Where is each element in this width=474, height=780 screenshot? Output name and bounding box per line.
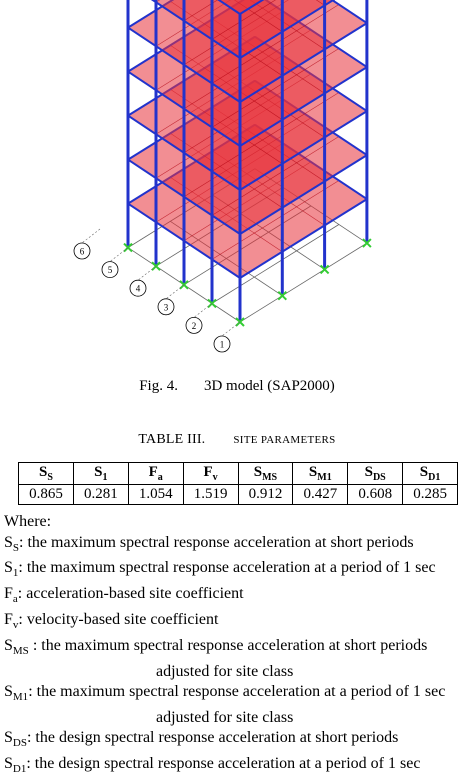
table-header-row: SS S1 Fa Fv SMS SM1 SDS SD1 [18,462,458,485]
perimeter-beam [239,66,368,147]
slab-beam-line [211,136,340,216]
definition-continuation: adjusted for site class [156,662,294,680]
slab-beam-line [211,180,340,260]
definition-text: : acceleration-based site coefficient [17,585,244,603]
table-header-cell: SS [18,462,74,485]
definition-item: SS: the maximum spectral response accele… [4,533,414,554]
table-header-cell: SM1 [292,462,349,485]
table-header-cell: S1 [72,462,129,485]
slab-beam-line [211,48,340,128]
definition-item: SD1: the design spectral response accele… [4,755,421,776]
grid-bubble [129,279,147,297]
definition-item: Fv: velocity-based site coefficient [4,610,219,632]
definitions-block: Where: SS: the maximum spectral response… [4,512,470,780]
slab-beam-line [234,0,283,32]
grid-bubble-label: 6 [80,247,85,257]
grid-bubble-label: 1 [220,340,225,350]
grid-bubble-label: 2 [192,321,197,331]
table-value-cell: 1.054 [127,484,184,505]
table-value-row: 0.865 0.281 1.054 1.519 0.912 0.427 0.608 0.285 [18,484,458,505]
perimeter-beam [239,22,368,103]
grid-bubble [213,335,231,353]
definition-text: : velocity-based site coefficient [18,610,219,628]
definition-text: : the design spectral response accelerat… [26,755,421,773]
slab-beam-line [183,0,219,22]
perimeter-beam [239,110,368,191]
definition-text: : the maximum spectral response accelera… [28,636,428,654]
definition-item: S1: the maximum spectral response accele… [4,559,436,580]
perimeter-beam [239,154,368,235]
grid-bubble-label: 4 [136,284,141,294]
figure-caption-label: Fig. 4. [139,378,178,394]
table-header-cell: SMS [237,462,294,485]
perimeter-beam [239,0,336,59]
definition-item: SMS : the maximum spectral response acce… [4,636,428,657]
perimeter-beam [127,0,175,29]
table-number: TABLE III. [138,432,206,447]
definition-text: : the maximum spectral response accelera… [28,683,446,701]
definition-item: SDS: the design spectral response accele… [4,729,399,750]
table-header-cell: Fv [182,462,239,485]
grid-bubble [73,242,91,260]
grid-bubble [101,261,119,279]
ground-grid-line [239,242,368,323]
definition-continuation: adjusted for site class [156,708,294,726]
definition-text: : the design spectral response accelerat… [26,729,399,747]
slab-beam-line [211,0,276,40]
table-value-cell: 0.912 [237,484,294,505]
table-value-cell: 0.608 [347,484,404,505]
fixed-support-icon [277,290,288,301]
table-value-cell: 0.285 [402,484,458,505]
table-title: TABLE III. SITE PARAMETERS [0,432,474,448]
figure-caption: Fig. 4. 3D model (SAP2000) [0,378,474,395]
sap2000-3d-model-figure: 1 2 3 4 5 6 [73,0,372,353]
ground-grid-line [211,224,340,304]
grid-bubble-label: 5 [108,265,113,275]
definitions-heading: Where: [4,513,52,530]
fixed-support-icon [319,264,330,275]
figure-caption-text: 3D model (SAP2000) [203,378,335,394]
definition-item: SM1: the maximum spectral response accel… [4,683,446,704]
floor-slab [218,0,264,15]
grid-bubble-label: 3 [164,302,169,312]
table-value-cell: 0.865 [18,484,74,505]
table-value-cell: 0.427 [292,484,349,505]
grid-bubble [185,316,203,334]
definitions-list: SS: the maximum spectral response accele… [4,533,470,780]
table-header-cell: SD1 [402,462,458,485]
grid-leader-line [81,228,101,244]
table-subtitle: SITE PARAMETERS [233,434,336,446]
table-header-cell: Fa [127,462,184,485]
grid-bubble [157,298,175,316]
perimeter-beam [330,0,368,24]
slab-beam-line [211,92,340,172]
perimeter-beam [217,0,241,15]
fixed-support-icon [362,238,372,248]
definition-text: : the maximum spectral response accelera… [19,533,414,551]
table-header-cell: SDS [347,462,404,485]
definition-text: : the maximum spectral response accelera… [18,559,436,577]
definition-item: Fa: acceleration-based site coefficient [4,585,244,606]
site-parameters-table: SS S1 Fa Fv SMS SM1 SDS SD1 0.865 0.281 1.054 1.51… [18,462,458,505]
table-value-cell: 0.281 [72,484,129,505]
perimeter-beam [239,0,265,15]
perimeter-beam [239,198,368,279]
slab-beam-line [211,4,340,84]
table-value-cell: 1.519 [182,484,239,505]
